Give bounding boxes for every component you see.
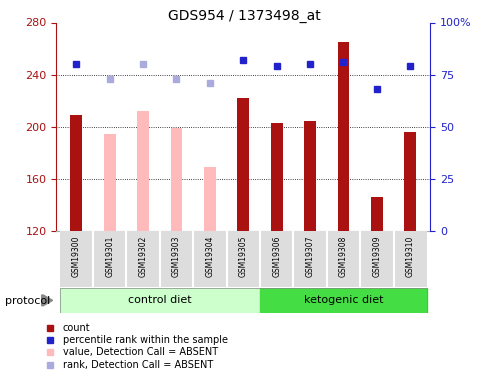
Bar xyxy=(70,115,82,231)
Bar xyxy=(293,231,326,287)
Bar xyxy=(404,132,415,231)
Text: GSM19309: GSM19309 xyxy=(372,236,381,278)
Text: GSM19304: GSM19304 xyxy=(205,236,214,278)
Text: rank, Detection Call = ABSENT: rank, Detection Call = ABSENT xyxy=(62,360,213,370)
Text: GSM19306: GSM19306 xyxy=(272,236,281,278)
Bar xyxy=(304,122,315,231)
Text: count: count xyxy=(62,323,90,333)
Bar xyxy=(126,231,160,287)
Bar xyxy=(160,231,193,287)
Text: control diet: control diet xyxy=(128,296,191,305)
Bar xyxy=(360,231,393,287)
Text: value, Detection Call = ABSENT: value, Detection Call = ABSENT xyxy=(62,347,218,357)
Text: ketogenic diet: ketogenic diet xyxy=(303,296,383,305)
Bar xyxy=(93,231,126,287)
Bar xyxy=(226,231,260,287)
Text: GSM19307: GSM19307 xyxy=(305,236,314,278)
Text: GSM19310: GSM19310 xyxy=(405,236,414,277)
Bar xyxy=(260,288,426,313)
Bar xyxy=(103,134,115,231)
Text: protocol: protocol xyxy=(5,297,50,306)
Bar xyxy=(260,231,293,287)
Bar xyxy=(237,98,248,231)
Bar xyxy=(326,231,360,287)
Text: GSM19305: GSM19305 xyxy=(238,236,247,278)
Text: GSM19301: GSM19301 xyxy=(105,236,114,277)
Bar xyxy=(393,231,426,287)
Bar xyxy=(170,128,182,231)
Text: GSM19300: GSM19300 xyxy=(72,236,81,278)
Bar xyxy=(137,111,149,231)
Text: GSM19303: GSM19303 xyxy=(172,236,181,278)
Text: GSM19302: GSM19302 xyxy=(138,236,147,277)
Bar xyxy=(370,197,382,231)
Bar xyxy=(203,167,215,231)
Bar xyxy=(60,231,93,287)
Bar xyxy=(270,123,282,231)
Text: GDS954 / 1373498_at: GDS954 / 1373498_at xyxy=(168,9,320,23)
FancyArrow shape xyxy=(41,295,53,306)
Bar xyxy=(60,288,260,313)
Text: GSM19308: GSM19308 xyxy=(338,236,347,277)
Bar xyxy=(193,231,226,287)
Bar xyxy=(337,42,348,231)
Text: percentile rank within the sample: percentile rank within the sample xyxy=(62,335,227,345)
